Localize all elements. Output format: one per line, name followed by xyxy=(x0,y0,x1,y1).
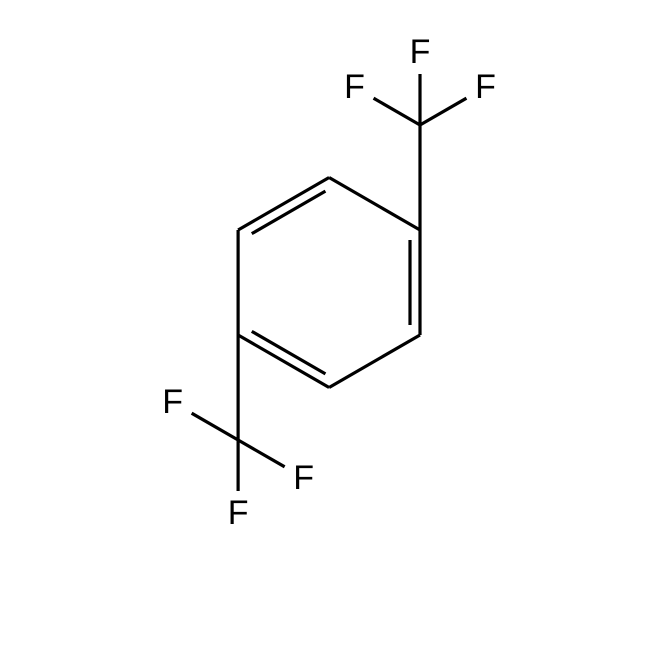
atom-label: F xyxy=(293,459,314,497)
atom-label: F xyxy=(475,68,496,106)
atom-label: F xyxy=(410,33,431,71)
atom-label: F xyxy=(228,494,249,532)
bond xyxy=(192,413,238,440)
bond xyxy=(329,335,420,388)
bond xyxy=(238,335,329,388)
atom-label: F xyxy=(344,68,365,106)
bond xyxy=(252,191,326,234)
bond xyxy=(238,178,329,231)
bond xyxy=(252,331,326,374)
bond xyxy=(329,178,420,231)
atom-label: F xyxy=(162,383,183,421)
bond xyxy=(420,98,466,125)
molecule-diagram: F F F F F F xyxy=(0,0,650,650)
bond xyxy=(238,440,285,467)
bond xyxy=(374,98,420,125)
